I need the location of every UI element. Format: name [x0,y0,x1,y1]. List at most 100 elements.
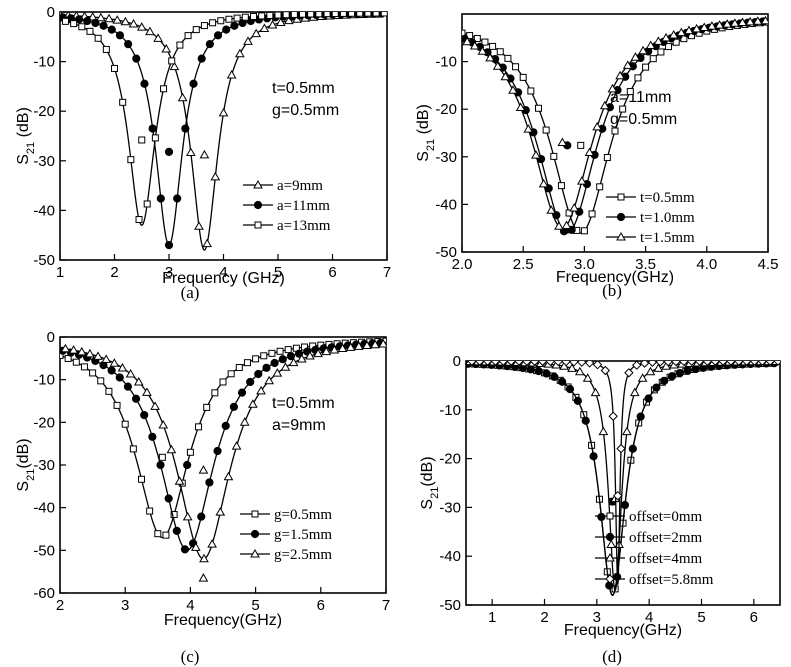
series-point-2 [172,526,181,535]
series-point-1 [276,347,284,355]
series-point-2 [294,349,304,358]
y-tick-label: -10 [435,54,457,71]
legend-marker [251,510,259,518]
series-point-4 [741,361,752,366]
x-axis-label: Frequency (GHz) [162,270,285,287]
legend-marker [250,529,260,539]
series-point-3 [217,17,225,25]
legend-marker [616,231,626,241]
series-point-2 [660,376,669,385]
series-point-3 [362,340,372,349]
series-point-2 [589,452,598,461]
series-point-4 [686,361,697,366]
series-point-3 [305,351,315,360]
x-tick-label: 4 [219,264,227,281]
series-point-3 [184,32,192,40]
series-point-1 [203,403,211,411]
series-point-4 [553,361,563,367]
series-point-2 [246,377,255,387]
x-tick-label: 4 [645,609,653,626]
chart-panel-1: 1 2 3 4 5 6 7 0 -10 -20 -30 -40 -50 Frequency (GHz) S2… [15,4,391,302]
series-point-3 [546,205,557,214]
series-point-3 [199,553,209,563]
series-point-2 [542,369,551,378]
y-tick-label: 0 [453,353,461,370]
series-point-1 [268,349,276,357]
series-line-2 [60,341,386,551]
series-point-2 [140,79,149,88]
series-point-1 [104,13,114,23]
legend-entry: a=11mm [277,198,330,214]
series-point-3 [576,176,587,185]
legend-entry: a=9mm [277,178,323,194]
chart-panel-2: 2.0 2.5 3.0 3.5 4.0 4.5 -10 -20 -30 -40 -50 Frequen… [415,13,779,300]
x-tick-label: 4.5 [758,256,779,273]
series-point-4 [545,361,556,367]
series-point-1 [97,377,105,385]
series-point-4 [600,365,611,376]
legend: g=0.5mm g=1.5mm g=2.5mm [240,507,332,563]
series-point-3 [135,216,143,224]
series-point-3 [676,27,687,37]
legend-entry: t=1.5mm [640,230,695,246]
legend-marker [606,512,614,520]
series-point-3 [160,85,168,93]
series-point-3 [699,22,710,31]
y-tick-label: -10 [33,54,55,71]
parameter-annotation: t=0.5mm [272,80,335,97]
series-point-3 [606,539,617,548]
series-point-3 [364,12,372,17]
series-point-4 [608,411,618,421]
series-point-2 [628,444,637,453]
y-tick-label: -20 [439,451,461,468]
series-point-1 [226,70,237,79]
series-point-3 [225,15,233,23]
series-point-1 [603,154,611,162]
parameter-annotation: a=9mm [272,417,326,434]
plot-frame [465,360,781,606]
series-point-2 [667,372,677,381]
y-axis-label: S21 (dB) [15,107,37,165]
series-point-3 [200,22,208,30]
series-point-3 [239,417,250,426]
series-point-3 [282,12,290,19]
series-point-2 [213,31,223,40]
series-point-1 [252,355,260,363]
series-point-1 [219,378,227,386]
x-tick-label: 5 [251,597,259,614]
y-tick-label: 0 [47,4,55,21]
series-point-2 [620,500,630,510]
series-point-1 [243,36,253,45]
series-point-3 [378,339,386,348]
series-point-2 [131,394,141,403]
legend-marker [617,193,625,201]
series-point-3 [288,357,299,367]
x-tick-label: 6 [328,264,336,281]
series-point-4 [679,361,689,367]
x-tick-label: 3 [593,609,601,626]
series-point-3 [138,136,146,144]
legend-marker [605,552,615,562]
y-tick-label: 0 [47,329,55,346]
series-point-4 [498,361,508,366]
series-point-3 [280,362,291,371]
series-point-3 [331,12,339,18]
y-tick-label: -10 [439,402,461,419]
series-point-2 [115,373,124,382]
series-point-4 [702,361,713,366]
x-tick-label: 6 [317,597,325,614]
series-point-1 [504,54,512,62]
series-point-1 [202,238,213,248]
series-point-4 [577,361,587,367]
series-point-2 [197,512,206,521]
series-point-1 [158,453,166,461]
legend-entry: offset=0mm [629,509,703,525]
series-point-2 [550,372,559,381]
series-point-3 [68,345,79,354]
y-tick-label: -40 [33,202,55,219]
series-point-4 [561,361,571,367]
series-point-3 [345,342,356,351]
parameter-annotation: g=0.5mm [610,111,677,128]
outlier-point [198,573,209,582]
series-point-1 [162,531,170,539]
